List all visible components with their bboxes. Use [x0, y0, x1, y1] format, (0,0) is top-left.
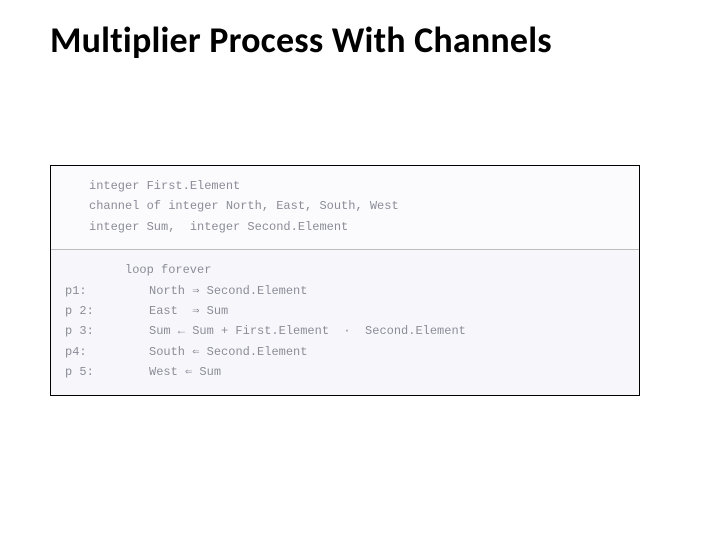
step-label: p4: — [65, 342, 101, 362]
step-text: North ⇒ Second.Element — [101, 281, 307, 301]
step-text: West ⇐ Sum — [101, 362, 221, 382]
declaration-line: integer First.Element — [65, 176, 625, 196]
code-step: p4: South ⇐ Second.Element — [65, 342, 625, 362]
step-text: South ⇐ Second.Element — [101, 342, 307, 362]
loop-header: loop forever — [65, 260, 625, 280]
slide: Multiplier Process With Channels integer… — [0, 0, 720, 540]
slide-title: Multiplier Process With Channels — [50, 18, 670, 62]
code-step: p1: North ⇒ Second.Element — [65, 281, 625, 301]
declaration-line: integer Sum, integer Second.Element — [65, 217, 625, 237]
declaration-text: channel of integer North, East, South, W… — [65, 196, 399, 216]
declaration-line: channel of integer North, East, South, W… — [65, 196, 625, 216]
step-label-empty — [65, 260, 101, 280]
code-step: p 5: West ⇐ Sum — [65, 362, 625, 382]
step-label: p 2: — [65, 301, 101, 321]
declaration-text: integer Sum, integer Second.Element — [65, 217, 348, 237]
loop-body-section: loop forever p1: North ⇒ Second.Element … — [51, 250, 639, 394]
code-panel: integer First.Element channel of integer… — [50, 165, 640, 396]
step-label: p1: — [65, 281, 101, 301]
loop-header-text: loop forever — [101, 260, 211, 280]
step-label: p 3: — [65, 321, 101, 341]
code-step: p 3: Sum ← Sum + First.Element · Second.… — [65, 321, 625, 341]
step-label: p 5: — [65, 362, 101, 382]
step-text: East ⇒ Sum — [101, 301, 228, 321]
declarations-section: integer First.Element channel of integer… — [51, 166, 639, 250]
step-text: Sum ← Sum + First.Element · Second.Eleme… — [101, 321, 466, 341]
declaration-text: integer First.Element — [65, 176, 240, 196]
code-step: p 2: East ⇒ Sum — [65, 301, 625, 321]
